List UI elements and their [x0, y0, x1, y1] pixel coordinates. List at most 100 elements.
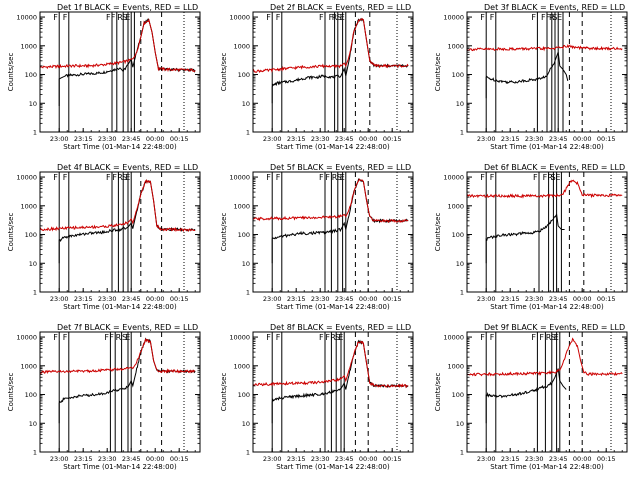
event-flag: F: [53, 13, 58, 22]
y-tick-label: 1000: [20, 42, 37, 50]
y-axis-label: Counts/sec: [434, 53, 442, 92]
events-series-line: [271, 18, 409, 104]
x-tick-label: 23:30: [98, 295, 117, 303]
x-tick-label: 00:15: [383, 295, 402, 303]
y-tick-label: 100: [238, 71, 250, 79]
events-series-line: [58, 18, 196, 106]
x-tick-label: 23:30: [311, 455, 330, 463]
y-tick-label: 1: [460, 289, 464, 297]
y-axis-label: Counts/sec: [7, 53, 15, 92]
x-tick-label: 23:45: [122, 455, 141, 463]
event-flag: F: [490, 333, 495, 342]
x-axis-label: Start Time (01-Mar-14 22:48:00): [490, 463, 604, 471]
x-tick-label: 23:15: [287, 135, 306, 143]
event-lines: [485, 332, 612, 452]
event-flag: F: [531, 333, 536, 342]
y-tick-label: 1000: [20, 362, 37, 370]
event-flag: R: [116, 333, 122, 342]
y-tick-label: 1: [246, 449, 250, 457]
y-tick-label: 100: [25, 71, 37, 79]
x-tick-label: 23:15: [74, 135, 93, 143]
x-tick-label: 23:45: [549, 455, 568, 463]
event-flag: S: [551, 333, 556, 342]
y-tick-label: 1000: [447, 202, 464, 210]
y-tick-label: 100: [452, 71, 464, 79]
event-flag: F: [480, 173, 485, 182]
x-tick-label: 00:15: [383, 135, 402, 143]
y-tick-label: 100: [452, 231, 464, 239]
plot-frame: [466, 331, 628, 453]
x-tick-label: 23:00: [477, 455, 496, 463]
plot-frame: [252, 11, 414, 133]
event-flag: F: [63, 173, 68, 182]
y-tick-label: 10: [29, 260, 37, 268]
plot-frame: [466, 171, 628, 293]
x-tick-label: 23:00: [50, 135, 69, 143]
event-flag: F: [109, 333, 114, 342]
x-tick-label: 23:30: [311, 295, 330, 303]
event-flag: F: [319, 333, 324, 342]
event-flag: F: [480, 333, 485, 342]
panel-title: Det 7f BLACK = Events, RED = LLD: [57, 323, 198, 332]
event-flag: E: [125, 13, 130, 22]
y-tick-label: 10000: [443, 334, 464, 342]
lld-series-line: [40, 18, 196, 73]
plot-frame: [39, 171, 201, 293]
event-flag: F: [276, 173, 281, 182]
y-tick-label: 1000: [233, 202, 250, 210]
x-tick-label: 23:45: [549, 135, 568, 143]
y-tick-label: 100: [25, 231, 37, 239]
y-tick-label: 10: [456, 260, 464, 268]
events-series-line: [485, 212, 565, 264]
panel-title: Det 5f BLACK = Events, RED = LLD: [270, 163, 411, 172]
y-tick-label: 10000: [16, 334, 37, 342]
event-flag: F: [533, 173, 538, 182]
x-tick-label: 23:30: [311, 135, 330, 143]
y-tick-label: 100: [452, 391, 464, 399]
x-tick-label: 00:15: [383, 455, 402, 463]
y-tick-label: 10: [456, 100, 464, 108]
y-axis-label: Counts/sec: [434, 213, 442, 252]
y-tick-label: 1: [33, 449, 37, 457]
y-tick-label: 10: [242, 100, 250, 108]
x-tick-label: 00:00: [359, 135, 378, 143]
x-tick-label: 23:45: [335, 135, 354, 143]
y-tick-label: 1: [33, 129, 37, 137]
y-tick-label: 10000: [229, 334, 250, 342]
y-tick-label: 10: [242, 420, 250, 428]
event-flag: S: [552, 13, 557, 22]
event-flag: F: [276, 13, 281, 22]
x-tick-label: 23:30: [98, 455, 117, 463]
lld-series-line: [253, 340, 409, 389]
y-tick-label: 10: [29, 100, 37, 108]
x-tick-label: 23:00: [477, 135, 496, 143]
events-series-line: [485, 368, 567, 424]
panel-title: Det 9f BLACK = Events, RED = LLD: [484, 323, 625, 332]
event-lines: [58, 332, 185, 452]
event-lines: [485, 12, 612, 132]
event-flag: F: [104, 333, 109, 342]
event-flag: F: [106, 173, 111, 182]
event-flag: F: [541, 13, 546, 22]
y-tick-label: 1: [460, 129, 464, 137]
y-tick-label: 100: [238, 391, 250, 399]
event-flag: R: [330, 333, 336, 342]
x-tick-label: 23:00: [263, 295, 282, 303]
x-tick-label: 00:15: [170, 455, 189, 463]
event-flag: F: [266, 173, 271, 182]
events-series-line: [485, 52, 569, 99]
x-tick-label: 23:00: [263, 135, 282, 143]
x-tick-label: 23:45: [122, 295, 141, 303]
event-flag: F: [531, 13, 536, 22]
y-tick-label: 1000: [447, 42, 464, 50]
event-lines: [58, 12, 185, 132]
event-lines: [58, 172, 185, 292]
event-flag: F: [539, 333, 544, 342]
y-axis-label: Counts/sec: [220, 373, 228, 412]
x-axis-label: Start Time (01-Mar-14 22:48:00): [63, 463, 177, 471]
y-tick-label: 10000: [229, 174, 250, 182]
event-flag: R: [117, 173, 123, 182]
